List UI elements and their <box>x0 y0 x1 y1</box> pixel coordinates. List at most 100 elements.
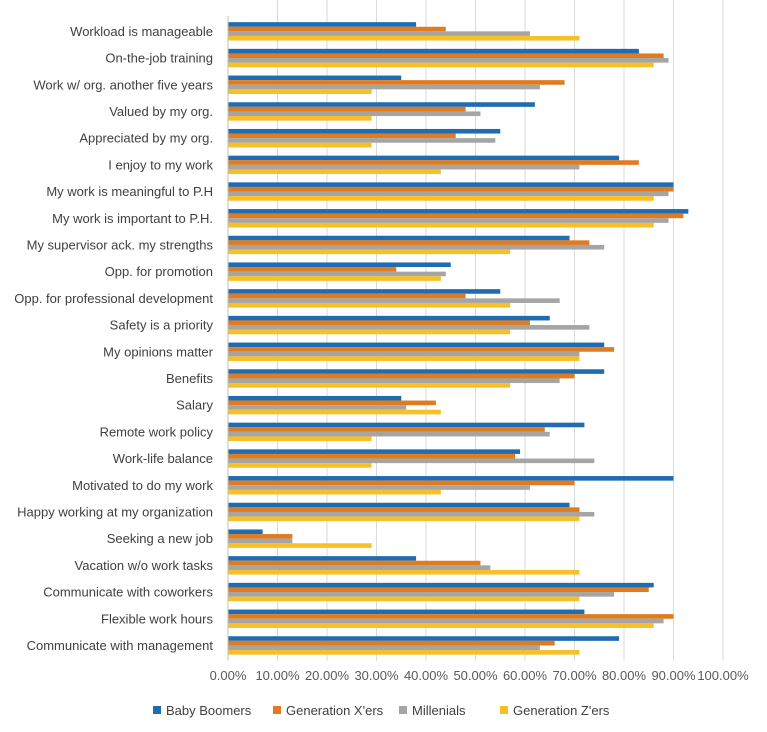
bar <box>228 463 372 468</box>
bar <box>228 302 511 308</box>
bar <box>228 640 555 646</box>
bar <box>228 347 615 352</box>
bar <box>228 342 605 348</box>
bar <box>228 453 516 459</box>
category-label: Seeking a new job <box>107 531 213 546</box>
bar <box>228 543 372 548</box>
bar <box>228 489 441 495</box>
bar <box>228 320 530 326</box>
category-label: Communicate with coworkers <box>43 585 213 600</box>
category-label: Valued by my org. <box>109 104 213 119</box>
bar <box>228 431 550 437</box>
bar <box>228 133 456 139</box>
bar <box>228 75 402 81</box>
bar <box>228 58 669 63</box>
category-labels: Workload is manageable On-the-job trainin… <box>14 24 213 653</box>
bar <box>228 186 674 192</box>
bar <box>228 369 605 374</box>
bar <box>228 329 511 335</box>
bar <box>228 476 674 481</box>
bar <box>228 395 402 401</box>
bar <box>228 538 293 544</box>
category-label: My work is important to P.H. <box>52 211 213 226</box>
bar <box>228 80 565 85</box>
bar <box>228 373 575 379</box>
bar <box>228 209 689 214</box>
bar <box>228 325 590 330</box>
bar <box>228 587 649 593</box>
category-label: Opp. for promotion <box>105 264 213 279</box>
x-tick-label: 20.00% <box>305 668 350 683</box>
bar <box>228 196 654 201</box>
bar <box>228 458 595 464</box>
category-label: My opinions matter <box>103 344 213 359</box>
bar <box>228 298 560 303</box>
bar <box>228 560 481 566</box>
bar <box>228 427 545 432</box>
bar <box>228 22 417 27</box>
legend-swatch <box>153 706 161 714</box>
bar <box>228 534 293 539</box>
x-tick-label: 0.00% <box>210 668 247 683</box>
bar <box>228 213 684 219</box>
bar <box>228 356 580 361</box>
bar <box>228 116 372 121</box>
legend: Baby Boomers Generation X'ers Millenials Ge… <box>153 703 610 718</box>
bar <box>228 293 466 299</box>
x-tick-label: 70.00% <box>552 668 597 683</box>
legend-item: Generation X'ers <box>273 703 384 718</box>
bar <box>228 400 436 406</box>
legend-swatch <box>273 706 281 714</box>
tick-labels: 0.00% 10.00% 20.00% 30.00% 40.00% 50.00% 60.00… <box>210 668 750 683</box>
legend-swatch <box>500 706 508 714</box>
bar <box>228 160 639 165</box>
bar <box>228 222 654 228</box>
bar <box>228 516 580 522</box>
legend-item: Millenials <box>399 703 466 718</box>
bars <box>228 22 689 655</box>
bar <box>228 128 501 134</box>
bar <box>228 155 620 161</box>
category-label: Salary <box>176 398 213 413</box>
bar <box>228 106 466 112</box>
bar <box>228 565 491 570</box>
bar <box>228 582 654 588</box>
category-label: Vacation w/o work tasks <box>75 558 214 573</box>
x-tick-label: 90.00% <box>651 668 696 683</box>
bar <box>228 235 570 241</box>
bar <box>228 191 669 197</box>
bar <box>228 84 540 90</box>
bar <box>228 271 446 277</box>
bar <box>228 142 372 148</box>
legend-item: Baby Boomers <box>153 703 252 718</box>
bar <box>228 569 580 575</box>
bar <box>228 650 580 655</box>
bar <box>228 422 585 428</box>
bar <box>228 26 446 32</box>
bar <box>228 592 615 597</box>
category-label: Safety is a priority <box>110 318 214 333</box>
bar <box>228 485 530 490</box>
legend-label: Baby Boomers <box>166 703 252 718</box>
x-tick-label: 10.00% <box>255 668 300 683</box>
category-label: Benefits <box>166 371 213 386</box>
x-tick-label: 80.00% <box>602 668 647 683</box>
bar <box>228 182 674 187</box>
category-label: Communicate with management <box>27 638 214 653</box>
category-label: Work-life balance <box>113 451 213 466</box>
legend-label: Generation Z'ers <box>513 703 610 718</box>
category-label: Work w/ org. another five years <box>33 77 213 92</box>
bar <box>228 378 560 384</box>
category-label: Appreciated by my org. <box>79 131 213 146</box>
bar <box>228 53 664 59</box>
bar <box>228 529 263 535</box>
category-label: Remote work policy <box>100 424 214 439</box>
bar <box>228 636 620 641</box>
category-label: I enjoy to my work <box>108 157 213 172</box>
bar <box>228 609 585 615</box>
bar <box>228 351 580 357</box>
bar <box>228 511 595 517</box>
bar <box>228 249 511 255</box>
bar <box>228 218 669 223</box>
